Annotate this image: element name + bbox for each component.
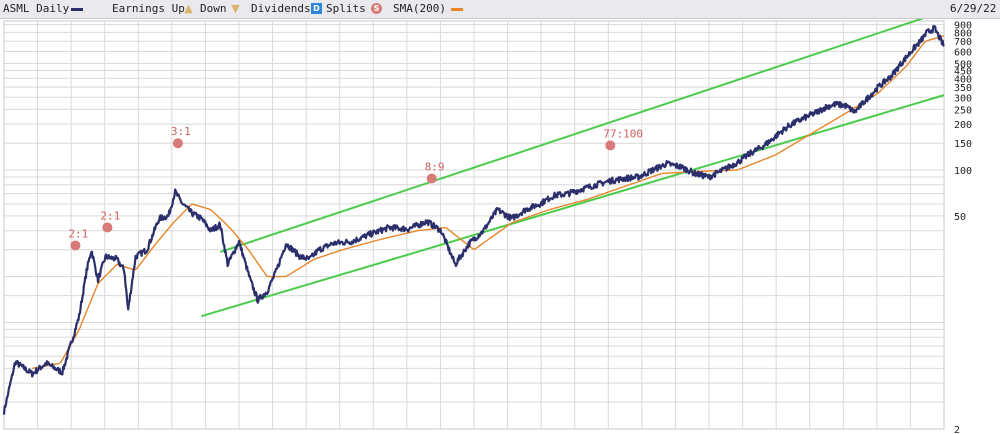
split-label: 8:9 xyxy=(425,160,445,173)
legend-earnings-up: Earnings Up xyxy=(112,2,185,15)
channel-line-upper xyxy=(219,19,924,253)
y-tick-label: 250 xyxy=(954,105,972,116)
y-tick-label: 400 xyxy=(954,74,972,85)
y-tick-label: 600 xyxy=(954,47,972,58)
legend-date: 6/29/22 xyxy=(950,2,997,15)
y-tick-label: 700 xyxy=(954,37,972,48)
split-marker xyxy=(70,240,81,251)
y-tick-label: 50 xyxy=(954,212,966,223)
split-label: 3:1 xyxy=(171,125,191,138)
y-tick-label: 150 xyxy=(954,139,972,150)
chart-markers: 2:1 2:1 3:1 8:9 77:100 xyxy=(68,125,643,251)
y-tick-label: 350 xyxy=(954,83,972,94)
legend-splits: Splits xyxy=(326,2,366,15)
y-tick-label: 200 xyxy=(954,120,972,131)
legend-dividends: Dividends xyxy=(251,2,311,15)
y-tick-label: 300 xyxy=(954,93,972,104)
y-tick-label: 800 xyxy=(954,28,972,39)
y-tick-label: 450 xyxy=(954,66,972,77)
legend-title: ASML Daily xyxy=(3,2,70,15)
split-marker xyxy=(172,138,183,149)
earnings-down-triangle-icon: ▼ xyxy=(231,2,240,15)
channel-line-lower xyxy=(201,94,945,318)
split-marker xyxy=(605,140,616,151)
chart-grid xyxy=(3,20,945,430)
split-marker xyxy=(426,173,437,184)
dividend-marker-icon: D xyxy=(311,3,322,14)
price-chart: 2:12:13:18:977:100 250100150200250300350… xyxy=(2,19,972,434)
y-tick-label: 2 xyxy=(954,425,960,434)
split-label: 77:100 xyxy=(603,127,643,140)
trend-channel xyxy=(201,19,945,318)
price-line xyxy=(2,25,945,415)
y-tick-label: 900 xyxy=(954,21,972,32)
split-label: 2:1 xyxy=(68,227,88,240)
sma-line-swatch xyxy=(451,8,463,11)
legend-down: Down xyxy=(200,2,227,15)
chart-legend: ASML Daily Earnings Up ▲ Down ▼ Dividend… xyxy=(0,0,1000,19)
y-tick-label: 500 xyxy=(954,59,972,70)
chart-series xyxy=(2,25,945,415)
split-marker xyxy=(102,222,113,233)
earnings-up-triangle-icon: ▲ xyxy=(184,2,193,15)
split-label: 2:1 xyxy=(100,209,120,222)
price-line-swatch xyxy=(71,8,83,11)
sma-200-line xyxy=(32,35,945,369)
y-axis: 2501001502002503003504004505006007008009… xyxy=(954,21,972,434)
split-marker-icon: S xyxy=(371,3,382,14)
y-tick-label: 100 xyxy=(954,166,972,177)
legend-sma: SMA(200) xyxy=(393,2,446,15)
